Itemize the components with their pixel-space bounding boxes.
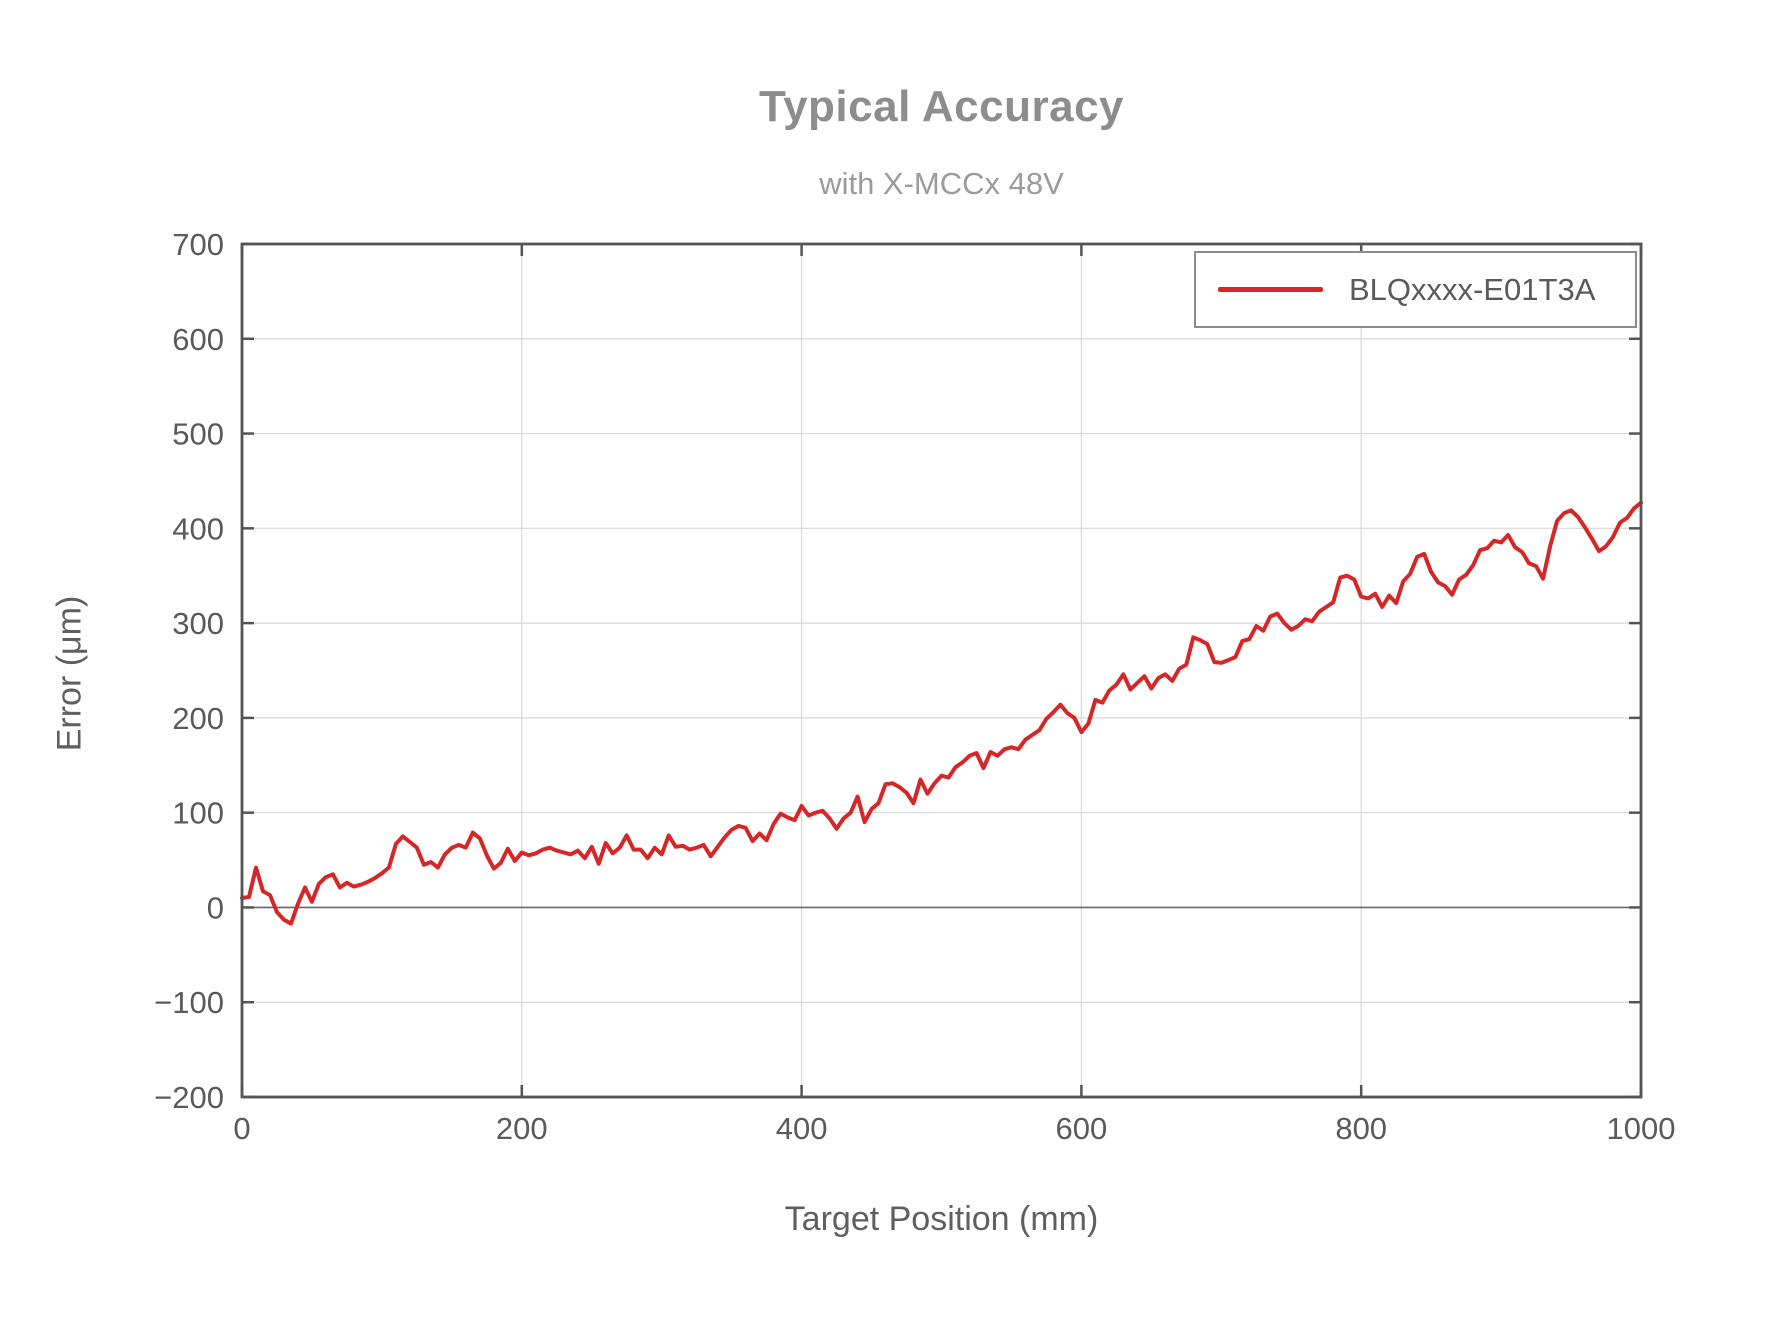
legend-entry-label: BLQxxxx-E01T3A bbox=[1349, 271, 1596, 307]
y-axis-label: Error (μm) bbox=[50, 595, 89, 752]
y-tick-label: 400 bbox=[172, 511, 224, 546]
series-line bbox=[240, 500, 1643, 926]
y-tick-label: 0 bbox=[207, 890, 224, 925]
x-tick-label: 600 bbox=[1056, 1111, 1108, 1146]
y-tick-label: 700 bbox=[172, 227, 224, 262]
axis-box bbox=[240, 242, 1643, 1099]
x-tick-label: 0 bbox=[233, 1111, 250, 1146]
chart-subtitle: with X-MCCx 48V bbox=[819, 166, 1064, 201]
x-tick-label: 800 bbox=[1335, 1111, 1387, 1146]
chart-title: Typical Accuracy bbox=[758, 82, 1125, 131]
legend: BLQxxxx-E01T3A bbox=[1194, 251, 1637, 328]
y-tick-label: 500 bbox=[172, 417, 224, 452]
y-tick-label: −100 bbox=[154, 985, 224, 1020]
x-tick-label: 1000 bbox=[1607, 1111, 1676, 1146]
x-tick-label: 200 bbox=[496, 1111, 548, 1146]
y-tick-label: −200 bbox=[154, 1080, 224, 1115]
y-tick-label: 200 bbox=[172, 701, 224, 736]
y-tick-label: 600 bbox=[172, 322, 224, 357]
x-tick-label: 400 bbox=[776, 1111, 828, 1146]
legend-line-sample-icon bbox=[1218, 287, 1323, 292]
x-axis-label: Target Position (mm) bbox=[784, 1200, 1099, 1238]
y-tick-label: 100 bbox=[172, 796, 224, 831]
y-tick-label: 300 bbox=[172, 606, 224, 641]
